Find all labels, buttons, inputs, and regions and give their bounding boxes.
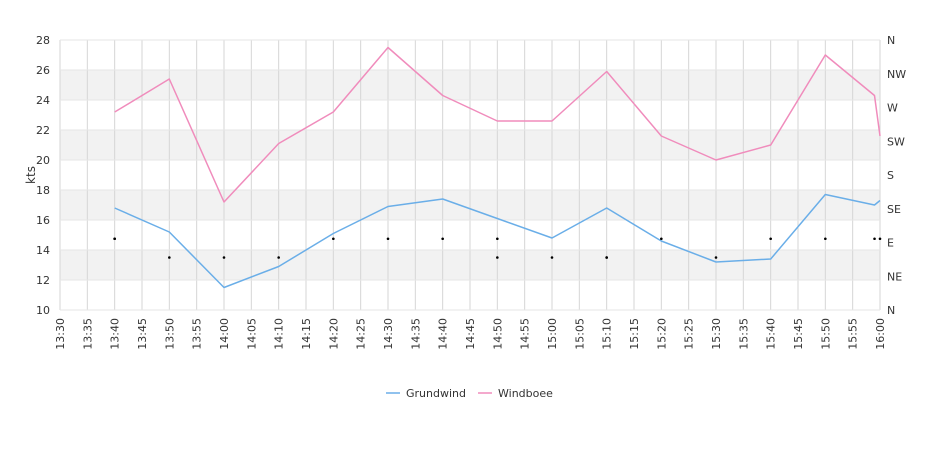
direction-tick-label: S bbox=[887, 169, 894, 182]
vertical-gridlines bbox=[59, 40, 881, 310]
direction-point bbox=[386, 237, 390, 241]
legend-label: Windboee bbox=[498, 387, 553, 400]
y-tick-label: 10 bbox=[36, 304, 50, 317]
x-tick-label: 15:50 bbox=[819, 318, 832, 350]
legend: Grundwind Windboee bbox=[386, 387, 553, 400]
x-tick-label: 14:50 bbox=[491, 318, 504, 350]
y-tick-label: 16 bbox=[36, 214, 50, 227]
x-tick-label: 14:55 bbox=[519, 318, 532, 350]
x-tick-label: 15:10 bbox=[601, 318, 614, 350]
x-tick-label: 13:30 bbox=[54, 318, 67, 350]
direction-point bbox=[605, 256, 608, 259]
direction-tick-label: SE bbox=[887, 203, 901, 216]
direction-tick-label: SW bbox=[887, 135, 905, 148]
x-tick-label: 15:25 bbox=[683, 318, 696, 350]
x-tick-label: 15:00 bbox=[546, 318, 559, 350]
y-tick-label: 14 bbox=[36, 244, 50, 257]
x-tick-label: 14:35 bbox=[409, 318, 422, 350]
x-tick-label: 14:40 bbox=[437, 318, 450, 350]
y-tick-label: 26 bbox=[36, 64, 50, 77]
direction-points bbox=[113, 237, 882, 259]
direction-point bbox=[496, 256, 499, 259]
direction-tick-label: N bbox=[887, 34, 895, 47]
x-tick-label: 15:15 bbox=[628, 318, 641, 350]
x-tick-label: 13:45 bbox=[136, 318, 149, 350]
x-axis-tick-labels: 13:30 13:35 13:40 13:45 13:50 13:55 14:00 14:05… bbox=[54, 318, 887, 350]
direction-point bbox=[222, 256, 226, 259]
y-tick-label: 28 bbox=[36, 34, 50, 47]
x-tick-label: 15:30 bbox=[710, 318, 723, 350]
x-tick-label: 14:45 bbox=[464, 318, 477, 350]
direction-point bbox=[332, 237, 335, 241]
direction-tick-label: NW bbox=[887, 68, 906, 81]
x-tick-label: 14:15 bbox=[300, 318, 313, 350]
x-tick-label: 14:00 bbox=[218, 318, 231, 350]
y-axis-title: kts bbox=[24, 166, 38, 184]
horizontal-gridlines bbox=[60, 39, 880, 311]
direction-point bbox=[550, 256, 554, 259]
series-line-windboee bbox=[114, 46, 881, 203]
x-tick-label: 14:30 bbox=[382, 318, 395, 350]
y-tick-label: 20 bbox=[36, 154, 50, 167]
y-tick-label: 12 bbox=[36, 274, 50, 287]
x-tick-label: 13:55 bbox=[191, 318, 204, 350]
x-tick-label: 15:55 bbox=[847, 318, 860, 350]
x-tick-label: 15:40 bbox=[765, 318, 778, 350]
x-tick-label: 14:20 bbox=[327, 318, 340, 350]
x-tick-label: 15:35 bbox=[737, 318, 750, 350]
direction-axis-tick-labels: N NE E SE S SW W NW N bbox=[887, 34, 906, 317]
x-tick-label: 14:25 bbox=[355, 318, 368, 350]
x-tick-label: 14:05 bbox=[245, 318, 258, 350]
x-tick-label: 15:45 bbox=[792, 318, 805, 350]
series-line-grundwind bbox=[114, 193, 881, 289]
direction-tick-label: NE bbox=[887, 270, 902, 283]
direction-point bbox=[441, 237, 444, 241]
direction-tick-label: W bbox=[887, 102, 898, 115]
x-tick-label: 14:10 bbox=[273, 318, 286, 350]
series-lines bbox=[114, 46, 881, 289]
direction-point bbox=[168, 256, 171, 259]
legend-label: Grundwind bbox=[406, 387, 466, 400]
direction-point bbox=[769, 237, 772, 241]
direction-point bbox=[873, 237, 876, 241]
direction-tick-label: N bbox=[887, 304, 895, 317]
x-tick-label: 15:05 bbox=[573, 318, 586, 350]
direction-point bbox=[878, 237, 882, 241]
direction-point bbox=[714, 256, 718, 259]
direction-point bbox=[277, 256, 280, 259]
y-tick-label: 18 bbox=[36, 184, 50, 197]
x-tick-label: 13:35 bbox=[81, 318, 94, 350]
direction-point bbox=[660, 237, 663, 241]
x-tick-label: 13:50 bbox=[163, 318, 176, 350]
direction-point bbox=[113, 237, 116, 241]
x-tick-label: 15:20 bbox=[655, 318, 668, 350]
y-tick-label: 22 bbox=[36, 124, 50, 137]
direction-tick-label: E bbox=[887, 237, 894, 250]
direction-point bbox=[824, 237, 827, 241]
x-tick-label: 16:00 bbox=[874, 318, 887, 350]
direction-point bbox=[496, 237, 499, 241]
y-tick-label: 24 bbox=[36, 94, 50, 107]
x-tick-label: 13:40 bbox=[109, 318, 122, 350]
y-axis-tick-labels: 10 12 14 16 18 20 22 24 26 28 bbox=[36, 34, 50, 317]
